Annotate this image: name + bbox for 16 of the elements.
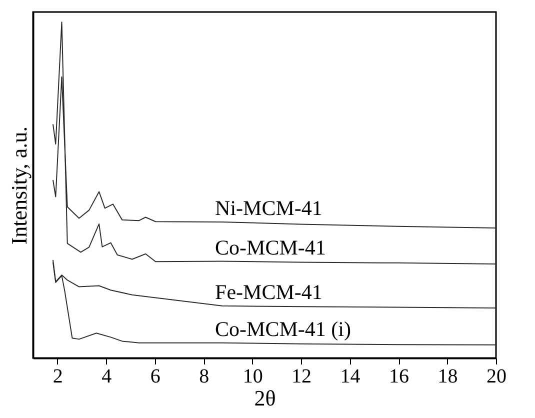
x-tick-label: 2 <box>52 366 63 388</box>
x-tick-label: 16 <box>389 366 410 388</box>
x-tick-label: 14 <box>340 366 360 388</box>
series-label: Fe-MCM-41 <box>215 280 322 304</box>
x-tick-label: 8 <box>199 366 210 388</box>
x-tick-label: 10 <box>242 366 263 388</box>
x-tick-label: 20 <box>486 366 506 388</box>
series-label: Co-MCM-41 (i) <box>215 316 351 341</box>
series-label: Co-MCM-41 <box>215 235 326 260</box>
x-tick-label: 4 <box>102 366 112 388</box>
series-label: Ni-MCM-41 <box>215 196 322 220</box>
x-tick-label: 12 <box>292 366 312 388</box>
x-tick-label: 18 <box>438 366 458 388</box>
y-axis-title: Intensity, a.u. <box>6 126 32 245</box>
x-tick-label: 6 <box>150 366 160 388</box>
x-axis-title: 2θ <box>254 386 276 410</box>
